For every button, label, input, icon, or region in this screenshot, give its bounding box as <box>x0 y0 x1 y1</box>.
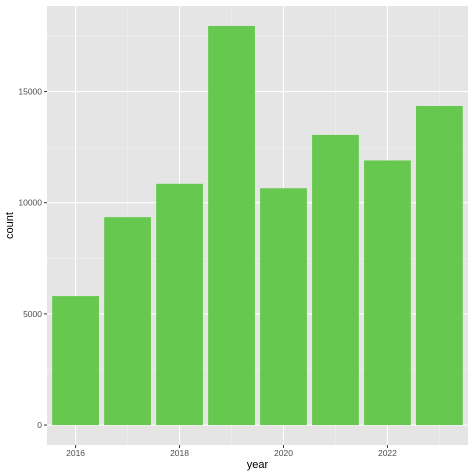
bar-2021 <box>312 134 359 426</box>
bar-2019 <box>208 25 255 426</box>
x-tick-label: 2022 <box>378 448 397 458</box>
x-tick-label: 2018 <box>170 448 189 458</box>
y-tick-label: 0 <box>37 420 42 430</box>
bar-2016 <box>52 296 99 426</box>
y-tick-label: 10000 <box>18 198 42 208</box>
y-tick-label: 5000 <box>23 309 42 319</box>
bar-2020 <box>260 188 307 426</box>
bar-2018 <box>156 183 203 426</box>
y-tick-label: 15000 <box>18 87 42 97</box>
x-tick-label: 2020 <box>274 448 293 458</box>
x-axis-title: year <box>247 459 269 471</box>
bar-2017 <box>104 217 151 426</box>
x-axis: 2016 2018 2020 2022 <box>66 445 397 458</box>
x-tick-label: 2016 <box>66 448 85 458</box>
y-axis: 0 5000 10000 15000 <box>18 87 47 430</box>
bars <box>52 25 463 426</box>
bar-2022 <box>364 160 411 426</box>
bar-2023 <box>416 105 463 426</box>
y-axis-title: count <box>4 212 16 239</box>
